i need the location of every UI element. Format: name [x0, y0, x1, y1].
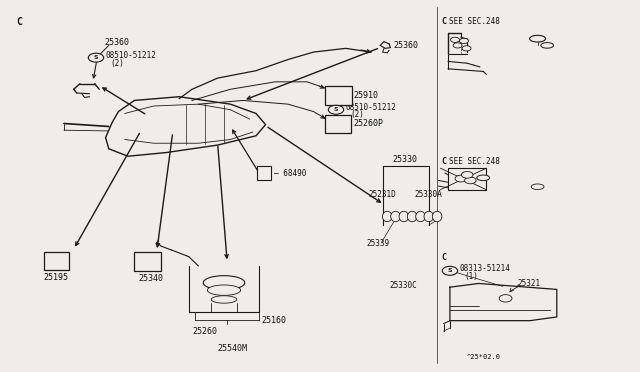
Text: C: C: [442, 253, 447, 262]
Circle shape: [462, 46, 471, 51]
Ellipse shape: [408, 211, 417, 222]
Text: (1): (1): [464, 272, 478, 281]
Bar: [325, 86, 352, 105]
Ellipse shape: [424, 211, 434, 222]
Text: SEE SEC.248: SEE SEC.248: [449, 17, 500, 26]
Text: 25260: 25260: [192, 327, 217, 336]
Text: S: S: [333, 107, 339, 112]
Text: 25330C: 25330C: [389, 281, 417, 290]
Text: (2): (2): [110, 59, 124, 68]
Text: C: C: [442, 157, 447, 166]
Circle shape: [453, 43, 462, 48]
Ellipse shape: [383, 211, 392, 222]
Circle shape: [455, 175, 467, 182]
Text: 25339: 25339: [366, 239, 389, 248]
Ellipse shape: [433, 211, 442, 222]
Text: 25340: 25340: [138, 274, 164, 283]
Text: S: S: [93, 55, 99, 60]
Ellipse shape: [416, 211, 426, 222]
Text: 25540M: 25540M: [218, 344, 248, 353]
Circle shape: [465, 177, 476, 184]
Text: 25330: 25330: [392, 155, 417, 164]
Ellipse shape: [204, 276, 245, 290]
Circle shape: [460, 38, 468, 44]
Ellipse shape: [207, 285, 241, 295]
Bar: [325, 115, 351, 133]
Text: S: S: [447, 268, 452, 273]
Text: 08313-51214: 08313-51214: [460, 264, 510, 273]
Text: 25910: 25910: [354, 91, 379, 100]
Bar: [134, 252, 161, 271]
Circle shape: [442, 266, 458, 275]
Text: 08510-51212: 08510-51212: [106, 51, 156, 60]
Ellipse shape: [477, 175, 490, 181]
Ellipse shape: [390, 211, 401, 222]
Text: 25195: 25195: [44, 273, 69, 282]
Text: — 68490: — 68490: [274, 169, 307, 178]
Polygon shape: [450, 283, 557, 321]
Ellipse shape: [211, 296, 237, 303]
Text: SEE SEC.248: SEE SEC.248: [449, 157, 500, 166]
Ellipse shape: [530, 35, 545, 42]
Circle shape: [451, 37, 460, 42]
Ellipse shape: [541, 43, 554, 48]
Text: ^25*02.0: ^25*02.0: [467, 354, 501, 360]
Text: C: C: [16, 17, 22, 27]
Bar: [44, 252, 69, 270]
Text: 08510-51212: 08510-51212: [346, 103, 396, 112]
Ellipse shape: [399, 211, 409, 222]
Text: 25360: 25360: [394, 41, 419, 50]
Text: (2): (2): [350, 110, 364, 119]
Circle shape: [461, 171, 473, 178]
Bar: [257, 166, 271, 180]
Text: 25321: 25321: [517, 279, 540, 288]
Text: C: C: [442, 17, 447, 26]
Text: 25360: 25360: [104, 38, 129, 47]
Ellipse shape: [531, 184, 544, 190]
Text: 25330A: 25330A: [415, 190, 442, 199]
Circle shape: [499, 295, 512, 302]
Text: 25231D: 25231D: [368, 190, 396, 199]
Text: 25160: 25160: [261, 316, 286, 325]
Circle shape: [328, 105, 344, 114]
Text: 25260P: 25260P: [354, 119, 384, 128]
Circle shape: [88, 53, 104, 62]
